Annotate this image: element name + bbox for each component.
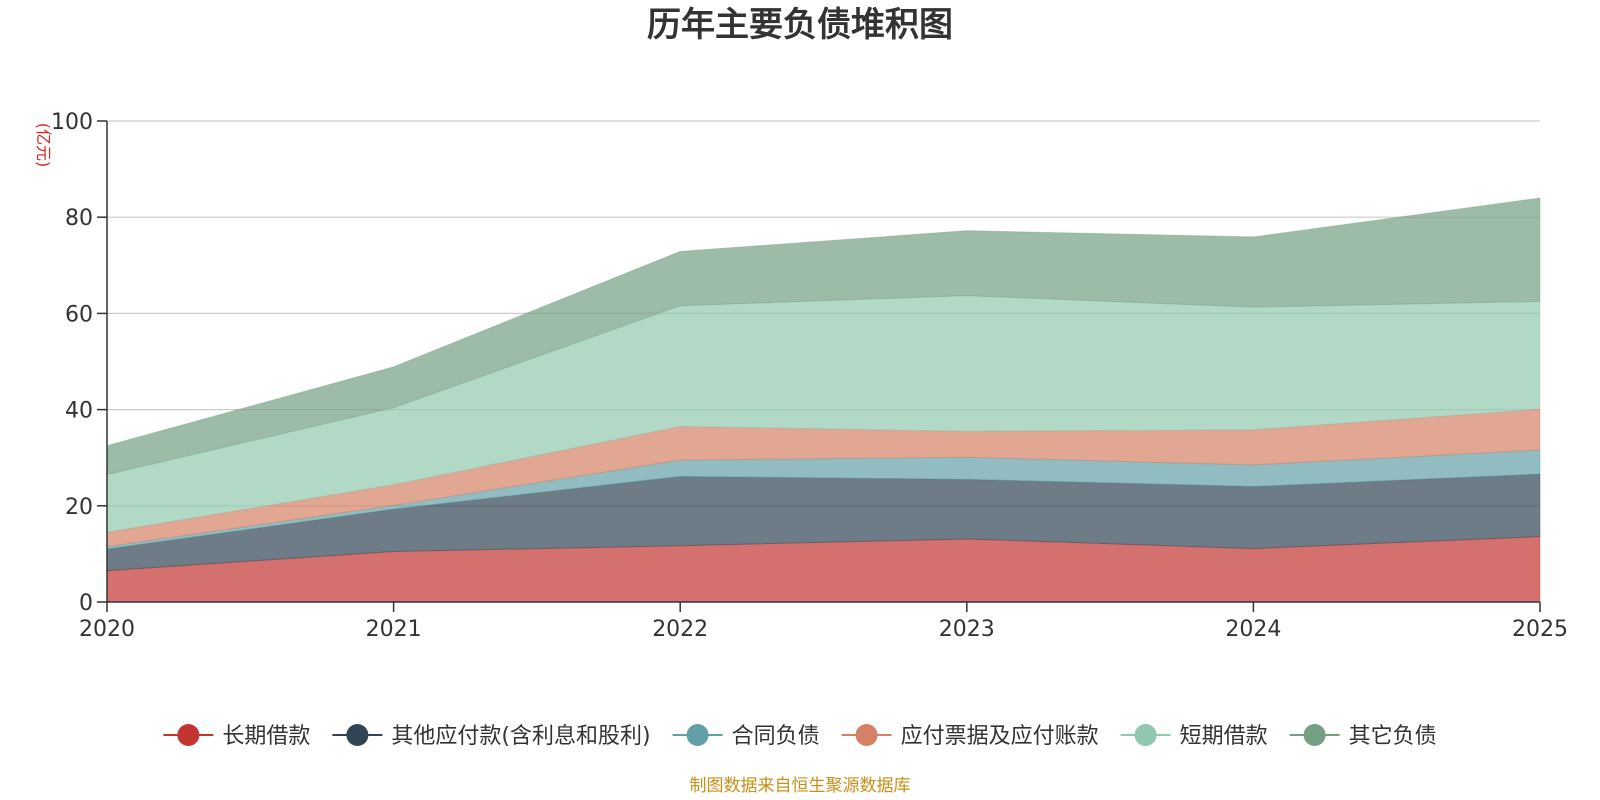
legend-item-2[interactable]: 其他应付款(含利息和股利) (332, 724, 651, 749)
x-tick-label: 2020 (79, 617, 135, 642)
data-source-note: 制图数据来自恒生聚源数据库 (690, 776, 911, 796)
area-series (106, 197, 1541, 603)
legend-label: 短期借款 (1180, 724, 1268, 749)
legend-label: 应付票据及应付账款 (901, 724, 1099, 749)
x-tick-label: 2025 (1512, 617, 1568, 642)
y-tick-label: 20 (65, 495, 93, 520)
y-tick-label: 0 (79, 591, 93, 616)
legend-marker (177, 724, 200, 746)
y-tick-label: 60 (65, 302, 93, 327)
x-tick-label: 2021 (366, 617, 422, 642)
legend-item-6[interactable]: 其它负债 (1289, 724, 1437, 749)
y-axis-unit: (亿元) (34, 123, 53, 168)
chart-title: 历年主要负债堆积图 (647, 5, 953, 45)
legend-label: 其他应付款(含利息和股利) (391, 724, 650, 749)
legend-marker (686, 724, 709, 746)
y-tick-label: 80 (65, 206, 93, 231)
legend-label: 合同负债 (732, 724, 820, 749)
legend: 长期借款 其他应付款(含利息和股利) 合同负债 应付票据及应付账款 短期借款 其它负债 (163, 724, 1437, 749)
area-series-6 (106, 197, 1541, 476)
legend-item-1[interactable]: 长期借款 (163, 724, 310, 749)
legend-label: 长期借款 (222, 724, 310, 749)
axes: 0 20 40 60 80 100 2020 2021 2022 2023 2024 2025 (51, 110, 1568, 642)
legend-item-3[interactable]: 合同负债 (672, 724, 820, 749)
legend-item-5[interactable]: 短期借款 (1120, 724, 1268, 749)
y-tick-label: 100 (51, 110, 93, 135)
legend-label: 其它负债 (1349, 724, 1437, 749)
legend-marker (855, 724, 878, 746)
legend-marker (346, 724, 369, 746)
x-tick-label: 2023 (939, 617, 995, 642)
legend-marker (1303, 724, 1326, 746)
x-tick-label: 2024 (1225, 617, 1281, 642)
legend-marker (1134, 724, 1157, 746)
y-tick-label: 40 (65, 399, 93, 424)
legend-item-4[interactable]: 应付票据及应付账款 (841, 724, 1099, 749)
x-tick-label: 2022 (652, 617, 708, 642)
